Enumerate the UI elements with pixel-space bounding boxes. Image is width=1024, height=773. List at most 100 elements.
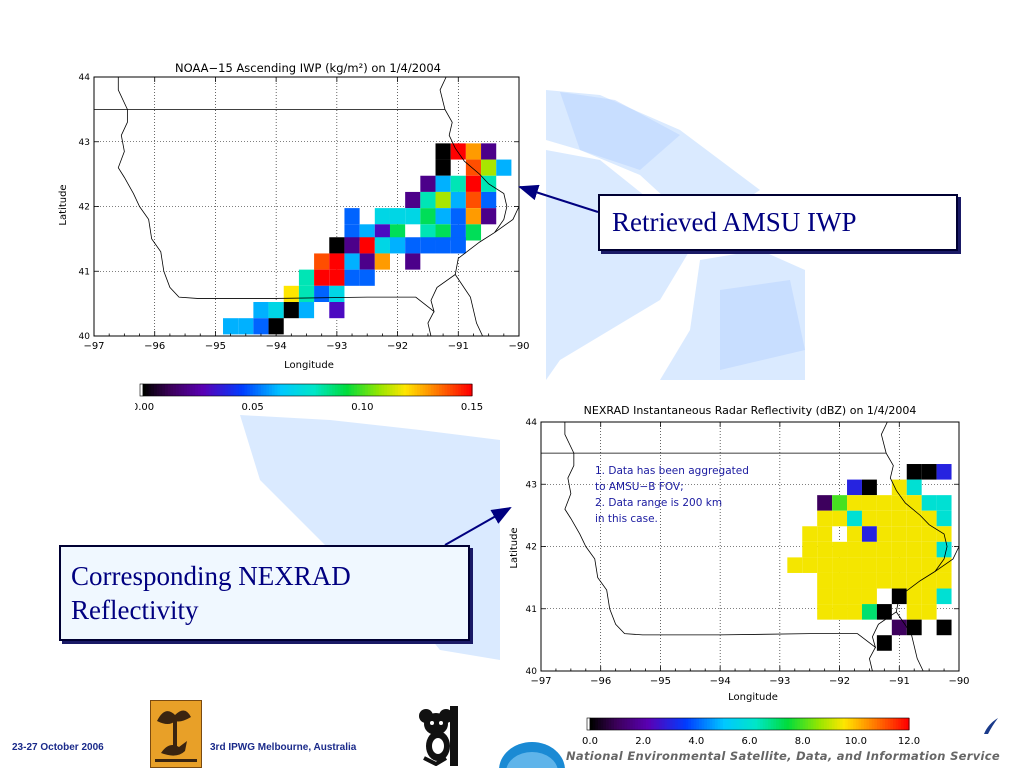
heatmap-cell <box>861 541 877 558</box>
state-boundary <box>454 274 483 337</box>
colorbar-segment <box>765 718 769 730</box>
colorbar-segment <box>370 384 374 396</box>
colorbar-segment <box>461 384 465 396</box>
colorbar-segment <box>869 718 873 730</box>
colorbar-segment <box>395 384 399 396</box>
heatmap-cell <box>344 224 360 241</box>
colorbar-segment <box>680 718 684 730</box>
annotation-line: 1. Data has been aggregated <box>595 465 749 477</box>
colorbar-segment <box>277 384 281 396</box>
x-tick-label: −91 <box>889 676 910 687</box>
colorbar-segment <box>143 384 147 396</box>
heatmap-cell <box>876 557 892 573</box>
colorbar-segment <box>436 384 440 396</box>
heatmap-cell <box>906 541 922 558</box>
colorbar-segment <box>762 718 767 730</box>
colorbar-segment <box>181 384 185 396</box>
colorbar-segment <box>162 384 166 396</box>
heatmap-cell <box>936 541 952 558</box>
heatmap-cell <box>936 572 952 589</box>
colorbar-segment <box>786 718 790 730</box>
heatmap-cell <box>876 635 892 651</box>
colorbar-segment <box>280 384 284 396</box>
colorbar-segment <box>839 718 844 730</box>
colorbar-segment <box>299 384 303 396</box>
heatmap-cell <box>936 464 952 480</box>
colorbar-segment <box>871 718 876 730</box>
heatmap-cell <box>906 495 922 511</box>
colorbar-segment <box>651 718 655 730</box>
heatmap-cell <box>420 175 436 192</box>
heatmap-cell <box>329 237 345 254</box>
heatmap-cell <box>253 318 269 335</box>
colorbar-segment <box>288 384 292 396</box>
colorbar-segment <box>863 718 868 730</box>
heatmap-cell <box>405 253 421 270</box>
colorbar-segment <box>730 718 735 730</box>
heatmap-cell <box>847 495 862 511</box>
colorbar-segment <box>661 718 666 730</box>
heatmap-cell <box>268 318 284 335</box>
colorbar-segment <box>653 718 658 730</box>
colorbar-segment <box>781 718 785 730</box>
colorbar-segment <box>326 384 331 396</box>
heatmap-cell <box>891 572 907 589</box>
colorbar-segment <box>659 718 663 730</box>
colorbar-segment <box>167 384 172 396</box>
colorbar-segment <box>269 384 273 396</box>
colorbar-segment <box>770 718 775 730</box>
x-tick-label: −90 <box>508 341 529 352</box>
x-axis-label: Longitude <box>284 360 334 371</box>
colorbar-segment <box>807 718 812 730</box>
colorbar-segment <box>704 718 708 730</box>
heatmap-cell <box>847 541 862 558</box>
colorbar-segment <box>616 718 620 730</box>
heatmap-cell <box>314 253 330 270</box>
colorbar-segment <box>329 384 333 396</box>
colorbar-segment <box>866 718 870 730</box>
state-boundary <box>934 546 960 572</box>
noaa-logo <box>497 738 567 773</box>
colorbar-segment <box>447 384 451 396</box>
colorbar-segment <box>818 718 822 730</box>
colorbar-segment <box>621 718 626 730</box>
heatmap-cell <box>906 604 922 620</box>
heatmap-cell <box>223 318 239 335</box>
heatmap-cell <box>298 302 315 319</box>
x-tick-label: −96 <box>590 676 611 687</box>
colorbar-segment <box>249 384 254 396</box>
heatmap-cell <box>465 191 482 209</box>
y-tick-label: 43 <box>526 480 537 490</box>
colorbar-segment <box>211 384 215 396</box>
colorbar-segment <box>624 718 628 730</box>
colorbar-segment <box>307 384 311 396</box>
colorbar-segment <box>805 718 809 730</box>
heatmap-cell <box>936 495 952 511</box>
colorbar-segment <box>376 384 380 396</box>
x-tick-label: −94 <box>710 676 731 687</box>
heatmap-cell <box>405 208 421 225</box>
colorbar-segment <box>208 384 213 396</box>
heatmap-cell <box>283 302 299 319</box>
colorbar-segment <box>768 718 772 730</box>
colorbar-segment <box>455 384 459 396</box>
heatmap-cell <box>876 604 892 620</box>
colorbar-segment <box>850 718 854 730</box>
heatmap-cell <box>906 464 922 480</box>
heatmap-cell <box>891 526 907 542</box>
colorbar-segment <box>813 718 817 730</box>
colorbar-segment <box>225 384 229 396</box>
y-tick-label: 42 <box>526 543 537 553</box>
colorbar-segment <box>233 384 237 396</box>
colorbar-segment <box>458 384 462 396</box>
colorbar-segment <box>834 718 838 730</box>
colorbar-segment <box>195 384 199 396</box>
heatmap-cell <box>496 159 512 176</box>
colorbar-segment <box>450 384 454 396</box>
colorbar-segment <box>693 718 697 730</box>
colorbar-segment <box>469 384 473 396</box>
heatmap-cell <box>420 237 436 254</box>
colorbar-segment <box>595 718 599 730</box>
colorbar-segment <box>274 384 278 396</box>
heatmap-cell <box>847 510 862 527</box>
